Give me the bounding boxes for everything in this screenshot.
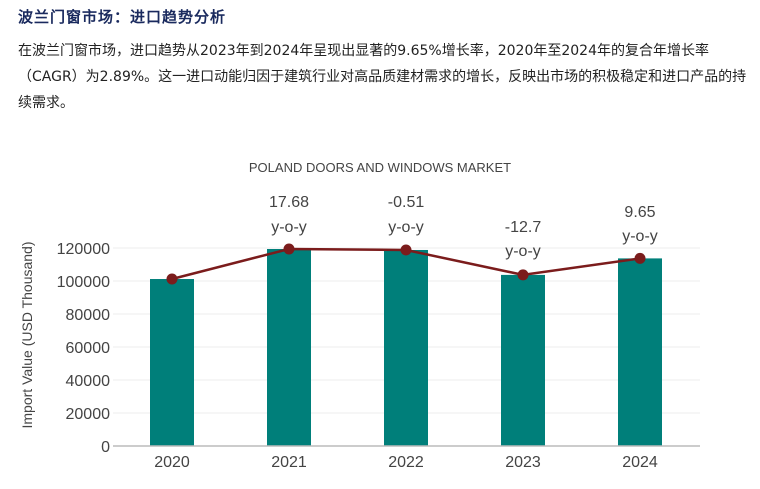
x-axis-ticks: 2020 2021 2022 2023 2024	[154, 454, 658, 471]
yoy-value: 17.68	[269, 194, 309, 211]
line-marker	[283, 243, 295, 255]
y-tick-label: 0	[101, 439, 110, 456]
line-marker	[517, 269, 529, 281]
yoy-suffix: y-o-y	[388, 219, 424, 236]
x-tick-label: 2024	[622, 454, 658, 471]
yoy-value: -12.7	[505, 219, 542, 236]
chart-title: POLAND DOORS AND WINDOWS MARKET	[249, 160, 511, 175]
bar	[384, 249, 428, 446]
yoy-annotations: 17.68 y-o-y -0.51 y-o-y -12.7 y-o-y 9.65 y-o-y	[269, 194, 658, 260]
bar	[150, 279, 194, 446]
x-tick-label: 2021	[271, 454, 307, 471]
x-tick-label: 2022	[388, 454, 424, 471]
y-axis-label: Import Value (USD Thousand)	[19, 241, 35, 428]
y-tick-label: 80000	[66, 307, 111, 324]
line-marker	[634, 252, 646, 264]
y-tick-label: 120000	[57, 241, 110, 258]
line-marker	[166, 273, 178, 285]
yoy-value: 9.65	[624, 204, 655, 221]
bar	[267, 248, 311, 446]
y-tick-label: 60000	[66, 340, 111, 357]
y-tick-label: 20000	[66, 406, 111, 423]
line-marker	[400, 244, 412, 256]
y-axis-ticks: 0 20000 40000 60000 80000 100000 120000	[57, 241, 110, 456]
y-tick-label: 40000	[66, 373, 111, 390]
yoy-value: -0.51	[388, 194, 425, 211]
trend-line	[166, 243, 646, 285]
x-tick-label: 2020	[154, 454, 190, 471]
summary-paragraph: 在波兰门窗市场，进口趋势从2023年到2024年呈现出显著的9.65%增长率，2…	[18, 43, 747, 111]
x-tick-label: 2023	[505, 454, 541, 471]
yoy-suffix: y-o-y	[622, 228, 658, 245]
bars	[150, 248, 662, 446]
bar	[618, 258, 662, 446]
page-title: 波兰门窗市场：进口趋势分析	[18, 8, 227, 26]
yoy-suffix: y-o-y	[271, 219, 307, 236]
y-tick-label: 100000	[57, 274, 110, 291]
bar	[501, 274, 545, 446]
yoy-suffix: y-o-y	[505, 243, 541, 260]
